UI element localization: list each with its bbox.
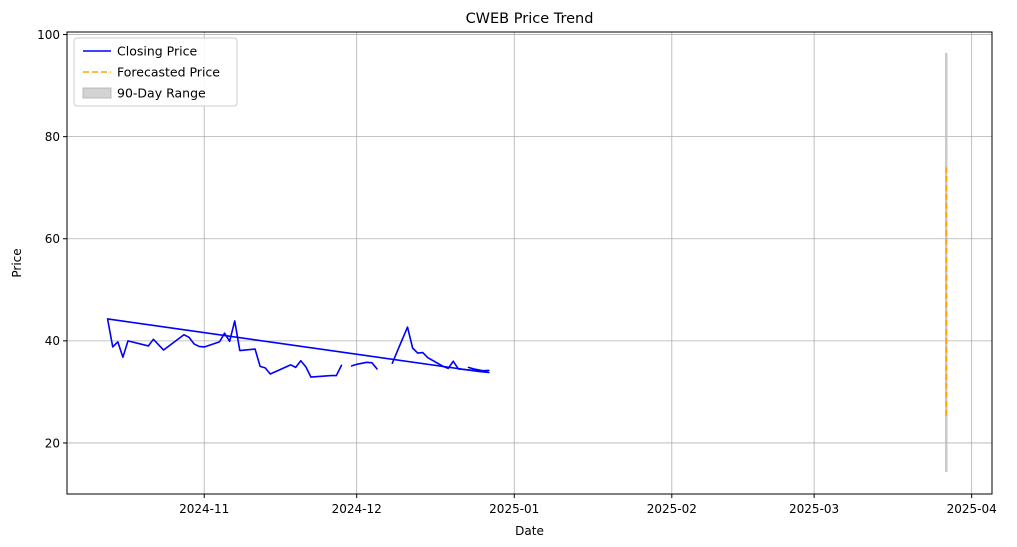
x-tick-label: 2024-11 [179,502,229,516]
y-tick-label: 40 [45,334,60,348]
y-axis-title: Price [10,248,24,277]
closing-price-line [106,318,343,378]
x-tick-label: 2025-04 [947,502,997,516]
x-tick-label: 2025-01 [489,502,539,516]
x-axis-title: Date [515,524,544,538]
y-tick-label: 20 [45,436,60,450]
plot-area [67,32,992,494]
closing-price-line [350,361,378,370]
x-tick-label: 2025-02 [647,502,697,516]
plot-frame [66,31,993,495]
y-tick-label: 60 [45,232,60,246]
y-tick-label: 100 [37,28,60,42]
x-tick-label: 2024-12 [332,502,382,516]
y-tick-label: 80 [45,130,60,144]
grid [67,32,992,494]
legend-swatch [82,87,112,99]
legend-label: Closing Price [117,44,197,59]
legend-box [73,37,238,107]
series-lines [106,167,948,416]
legend-label: 90-Day Range [117,86,206,101]
chart-title: CWEB Price Trend [466,11,594,27]
legend-label: Forecasted Price [117,65,220,80]
legend: Closing Price Forecasted Price 90-Day Rang… [73,37,238,107]
x-tick-label: 2025-03 [789,502,839,516]
x-axis-ticks: 2024-11 2024-12 2025-01 2025-02 2025-03 2025-… [179,494,997,516]
closing-price-line [106,318,490,374]
y-axis-ticks: 20 40 60 80 100 [37,28,67,450]
